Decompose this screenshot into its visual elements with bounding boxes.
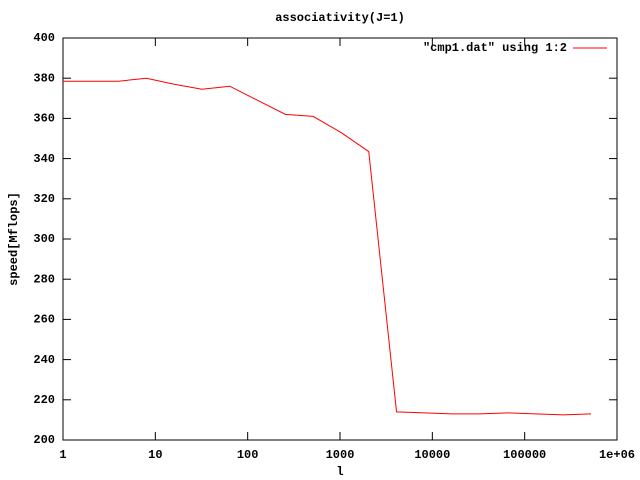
y-axis-label: speed[Mflops] (7, 192, 21, 286)
y-tick-label: 300 (33, 232, 55, 246)
y-tick-label: 380 (33, 71, 55, 85)
y-tick-label: 400 (33, 31, 55, 45)
y-tick-label: 260 (33, 313, 55, 327)
legend-label: "cmp1.dat" using 1:2 (423, 41, 567, 55)
chart-title: associativity(J=1) (275, 11, 405, 25)
y-tick-label: 200 (33, 433, 55, 447)
x-tick-label: 100 (237, 448, 259, 462)
x-tick-label: 100000 (503, 448, 546, 462)
x-tick-label: 10000 (414, 448, 450, 462)
y-tick-label: 240 (33, 353, 55, 367)
x-tick-label: 1e+06 (599, 448, 635, 462)
y-tick-label: 360 (33, 112, 55, 126)
y-tick-label: 320 (33, 192, 55, 206)
x-axis-label: l (336, 465, 343, 479)
data-line (63, 77, 592, 416)
y-tick-label: 280 (33, 272, 55, 286)
x-tick-label: 10 (148, 448, 162, 462)
x-tick-label: 1000 (326, 448, 355, 462)
plot-frame (62, 37, 618, 441)
x-tick-label: 1 (59, 448, 66, 462)
y-tick-label: 340 (33, 152, 55, 166)
y-tick-label: 220 (33, 393, 55, 407)
